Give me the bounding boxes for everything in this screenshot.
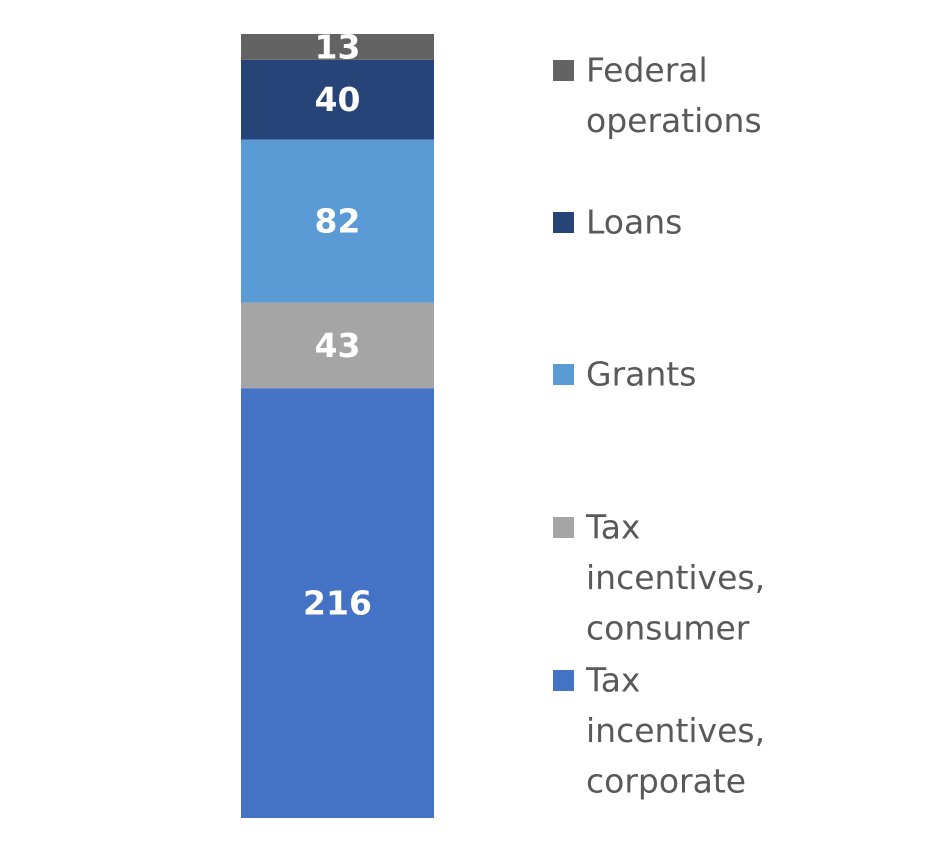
bar-segment-4 [241, 59, 434, 140]
legend-item-5: Tax incentives, corporate [553, 661, 765, 801]
bar-segment-2 [241, 302, 434, 389]
legend-swatch [553, 212, 574, 233]
data-label-5: 13 [315, 27, 361, 66]
legend-label: Federal operations [586, 51, 762, 141]
data-label-4: 40 [315, 80, 361, 119]
legend-swatch [553, 364, 574, 385]
bar-segment-1 [241, 388, 434, 818]
bar-segment-3 [241, 139, 434, 303]
legend-label: Loans [586, 203, 682, 242]
legend-item-2: Loans [553, 203, 682, 242]
bar-segment-5 [241, 34, 434, 60]
legend-item-1: Federal operations [553, 51, 762, 141]
legend-swatch [553, 670, 574, 691]
legend-swatch [553, 517, 574, 538]
data-label-2: 43 [315, 326, 361, 365]
legend-label: Grants [586, 355, 696, 394]
legend-item-4: Tax incentives, consumer [553, 508, 765, 648]
bar-stack: 216 43 82 40 13 [241, 27, 434, 818]
data-label-1: 216 [303, 584, 372, 623]
legend-swatch [553, 60, 574, 81]
data-label-3: 82 [315, 202, 361, 241]
legend: Federal operations Loans Grants Tax incentive… [553, 51, 765, 801]
legend-label: Tax incentives, consumer [585, 508, 765, 648]
legend-label: Tax incentives, corporate [585, 661, 765, 801]
legend-item-3: Grants [553, 355, 696, 394]
